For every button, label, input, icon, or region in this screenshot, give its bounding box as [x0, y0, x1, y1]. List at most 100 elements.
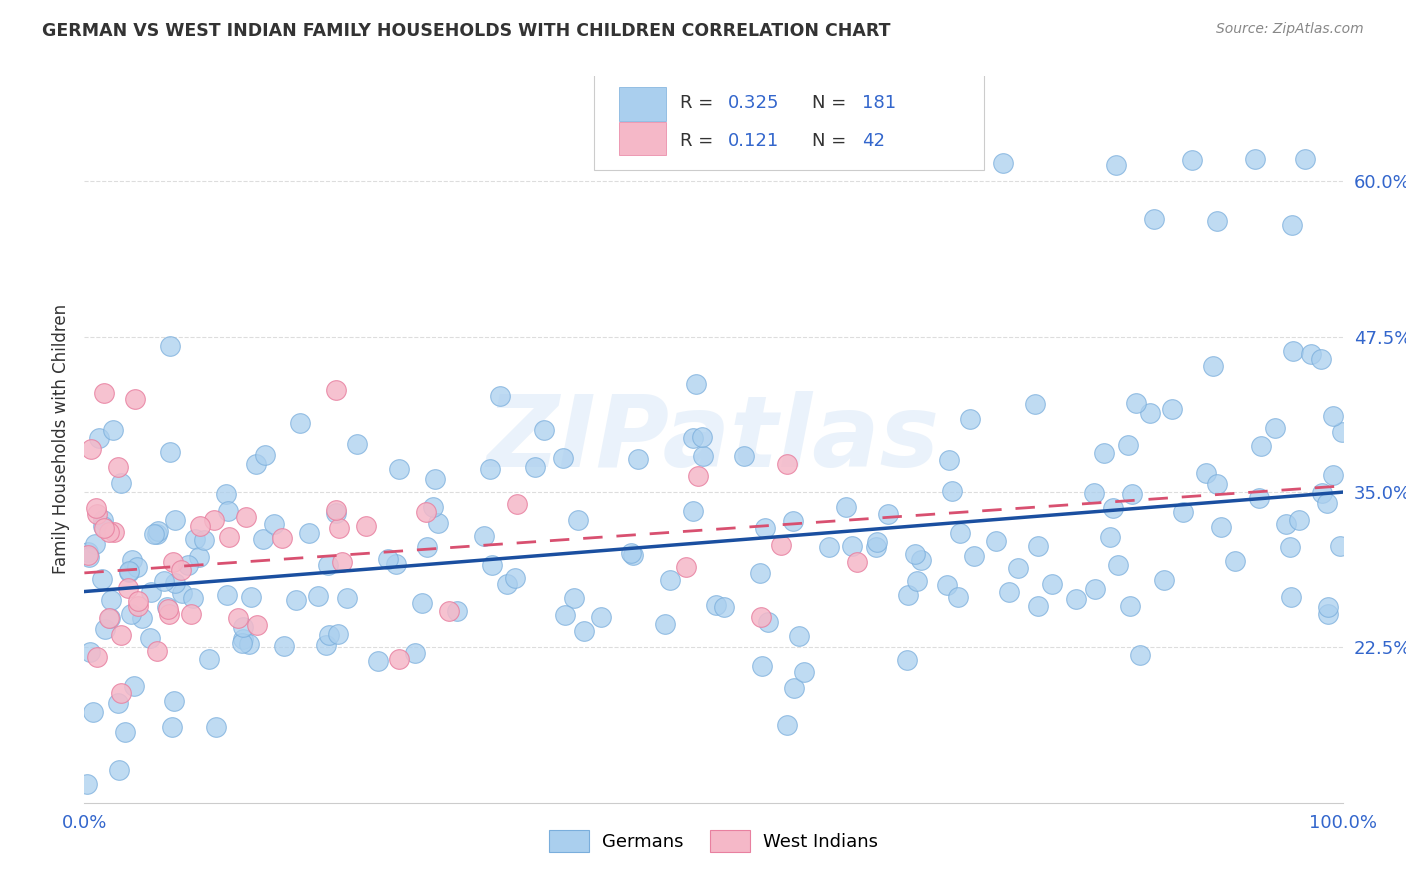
Point	[98, 524, 121, 539]
Text: 0.325: 0.325	[727, 95, 779, 112]
Point	[488, 390, 510, 404]
Point	[1250, 439, 1272, 453]
Point	[107, 460, 129, 475]
Text: GERMAN VS WEST INDIAN FAMILY HOUSEHOLDS WITH CHILDREN CORRELATION CHART: GERMAN VS WEST INDIAN FAMILY HOUSEHOLDS …	[42, 22, 890, 40]
Point	[686, 469, 709, 483]
Point	[318, 627, 340, 641]
Point	[388, 652, 411, 666]
Text: R =: R =	[679, 132, 724, 150]
Point	[1322, 409, 1344, 424]
Point	[1181, 153, 1204, 168]
Point	[865, 540, 887, 554]
Point	[554, 608, 576, 623]
Point	[180, 607, 202, 621]
Point	[226, 611, 249, 625]
Point	[1105, 158, 1128, 172]
Point	[93, 521, 115, 535]
Point	[1310, 351, 1333, 366]
Point	[162, 555, 184, 569]
Point	[620, 546, 643, 560]
Point	[165, 575, 187, 590]
Point	[124, 392, 146, 406]
Point	[79, 442, 101, 456]
Point	[107, 696, 129, 710]
Point	[946, 590, 969, 604]
Point	[425, 472, 447, 486]
Point	[1331, 425, 1354, 439]
Point	[1173, 504, 1195, 518]
Point	[938, 452, 960, 467]
Point	[354, 519, 377, 533]
Point	[422, 500, 444, 514]
Text: R =: R =	[679, 95, 718, 112]
Point	[114, 725, 136, 739]
Point	[998, 585, 1021, 599]
Point	[1024, 397, 1046, 411]
Point	[232, 620, 254, 634]
Point	[263, 516, 285, 531]
Text: N =: N =	[811, 132, 858, 150]
Point	[273, 639, 295, 653]
Point	[94, 622, 117, 636]
Point	[621, 549, 644, 563]
Point	[100, 593, 122, 607]
Point	[769, 538, 792, 552]
Point	[159, 339, 181, 353]
Point	[1129, 648, 1152, 663]
Point	[733, 449, 755, 463]
Point	[685, 377, 707, 392]
Point	[388, 462, 411, 476]
Text: 0.121: 0.121	[727, 132, 779, 150]
Point	[1288, 514, 1310, 528]
Point	[122, 679, 145, 693]
Point	[1098, 530, 1121, 544]
Point	[170, 563, 193, 577]
Point	[98, 611, 121, 625]
Text: 181: 181	[862, 95, 896, 112]
Point	[1143, 211, 1166, 226]
Point	[377, 551, 399, 566]
Point	[318, 558, 340, 572]
Point	[232, 632, 254, 647]
Point	[1243, 152, 1265, 166]
Point	[205, 720, 228, 734]
Point	[117, 582, 139, 596]
Point	[877, 508, 900, 522]
Point	[183, 533, 205, 547]
Point	[252, 532, 274, 546]
Point	[1084, 582, 1107, 596]
Point	[896, 653, 918, 667]
Point	[86, 508, 108, 522]
Point	[107, 764, 129, 778]
Point	[437, 604, 460, 618]
Point	[160, 720, 183, 734]
Point	[79, 645, 101, 659]
Point	[328, 521, 350, 535]
Point	[1064, 591, 1087, 606]
Point	[866, 534, 889, 549]
Point	[1317, 599, 1340, 614]
Point	[110, 628, 132, 642]
Point	[1040, 576, 1063, 591]
Point	[841, 539, 863, 553]
Point	[506, 497, 529, 511]
Point	[905, 574, 928, 588]
Text: 42: 42	[862, 132, 884, 150]
Point	[749, 610, 772, 624]
Point	[146, 644, 169, 658]
Point	[659, 573, 682, 587]
Point	[959, 411, 981, 425]
Point	[127, 599, 149, 614]
Point	[156, 600, 179, 615]
Point	[288, 416, 311, 430]
Point	[1205, 477, 1227, 491]
Point	[411, 596, 433, 610]
Point	[935, 577, 957, 591]
Point	[845, 555, 868, 569]
Point	[235, 510, 257, 524]
Point	[1102, 501, 1125, 516]
Point	[756, 615, 779, 629]
Point	[1161, 402, 1184, 417]
Point	[103, 525, 125, 540]
Point	[1092, 445, 1115, 459]
